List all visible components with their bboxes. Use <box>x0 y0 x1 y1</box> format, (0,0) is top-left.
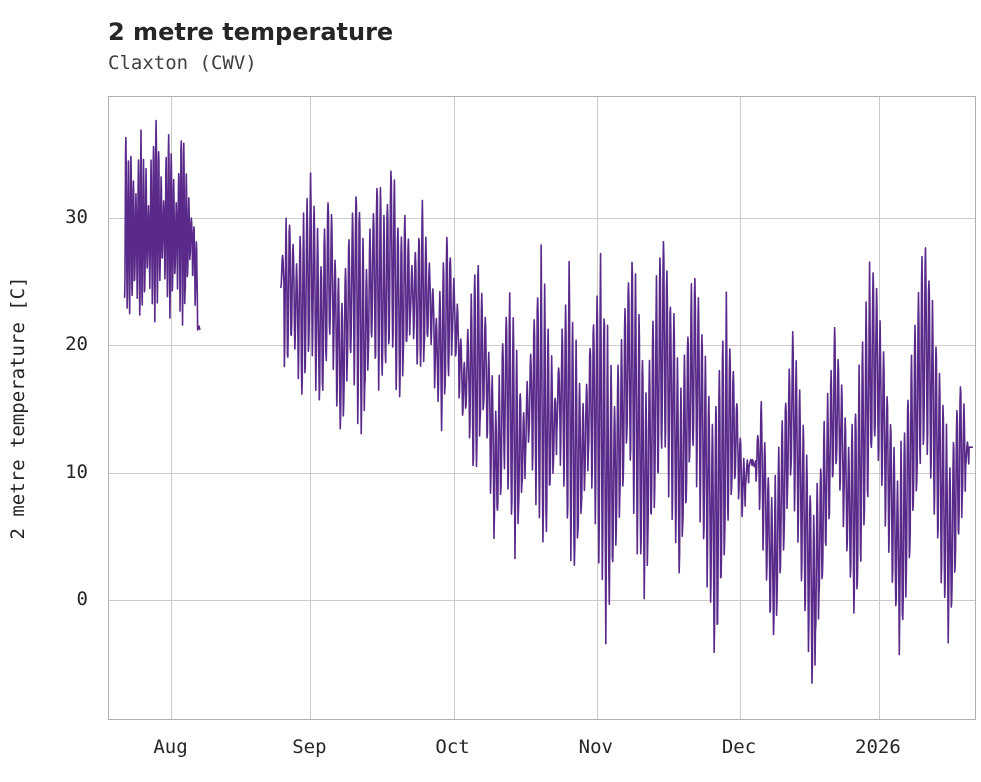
x-tick-label: 2026 <box>855 736 901 758</box>
temperature-series <box>123 119 974 684</box>
chart-subtitle: Claxton (CWV) <box>108 52 257 74</box>
gridline-horizontal <box>109 600 975 601</box>
y-tick-label: 30 <box>65 205 88 228</box>
gridline-vertical <box>740 97 741 719</box>
y-tick-label: 0 <box>76 588 88 611</box>
gridline-vertical <box>454 97 455 719</box>
x-tick-label: Oct <box>435 736 470 758</box>
x-tick-label: Dec <box>721 736 757 758</box>
gridline-vertical <box>171 97 172 719</box>
gridline-horizontal <box>109 218 975 219</box>
y-axis-tick-labels: 0 10 20 30 <box>0 0 100 782</box>
plot-area <box>108 96 976 720</box>
x-tick-label: Sep <box>292 736 327 758</box>
y-tick-label: 20 <box>65 333 88 356</box>
y-tick-label: 10 <box>65 460 88 483</box>
x-tick-label: Aug <box>153 736 188 758</box>
chart-title: 2 metre temperature <box>108 18 394 46</box>
gridline-vertical <box>310 97 311 719</box>
x-tick-label: Nov <box>578 736 613 758</box>
